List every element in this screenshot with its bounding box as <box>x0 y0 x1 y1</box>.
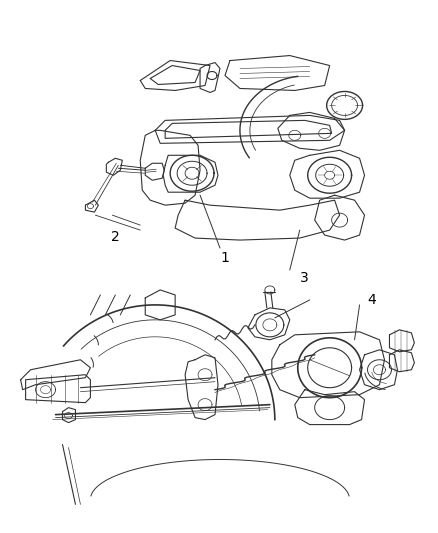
Text: 1: 1 <box>220 251 229 265</box>
Text: 2: 2 <box>111 230 120 244</box>
Text: 4: 4 <box>366 293 375 307</box>
Text: 3: 3 <box>300 271 308 285</box>
